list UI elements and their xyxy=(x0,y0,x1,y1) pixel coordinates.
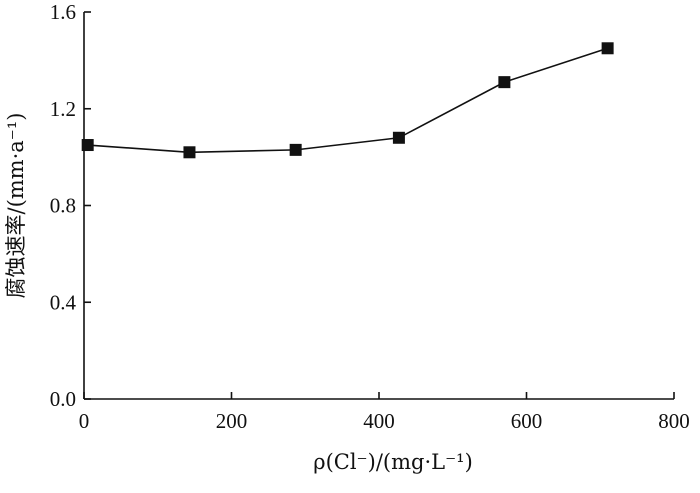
y-tick-label: 1.2 xyxy=(50,97,76,121)
data-point xyxy=(392,131,405,144)
series-line xyxy=(87,47,608,154)
data-point xyxy=(601,42,614,55)
ticks xyxy=(83,11,675,400)
x-tick-label: 200 xyxy=(216,409,248,433)
y-tick-label: 0.4 xyxy=(50,290,77,314)
x-tick-label: 400 xyxy=(363,409,395,433)
data-point xyxy=(289,143,302,156)
data-point xyxy=(81,139,94,152)
y-tick-label: 0.8 xyxy=(50,194,76,218)
y-tick-label: 0.0 xyxy=(50,387,76,411)
y-tick-label: 1.6 xyxy=(50,0,76,24)
data-point xyxy=(498,76,511,89)
x-tick-label: 800 xyxy=(658,409,690,433)
series xyxy=(81,42,614,159)
x-tick-label: 600 xyxy=(511,409,543,433)
x-axis-title: ρ(Cl⁻)/(mg·L⁻¹) xyxy=(313,450,473,474)
y-axis-title: 腐蚀速率/(mm·a⁻¹) xyxy=(4,113,28,299)
data-point xyxy=(183,146,196,159)
tick-labels: 0 200 400 600 800 0.0 0.4 0.8 1.2 1.6 xyxy=(50,0,690,433)
axes xyxy=(83,12,674,400)
x-tick-label: 0 xyxy=(79,409,90,433)
